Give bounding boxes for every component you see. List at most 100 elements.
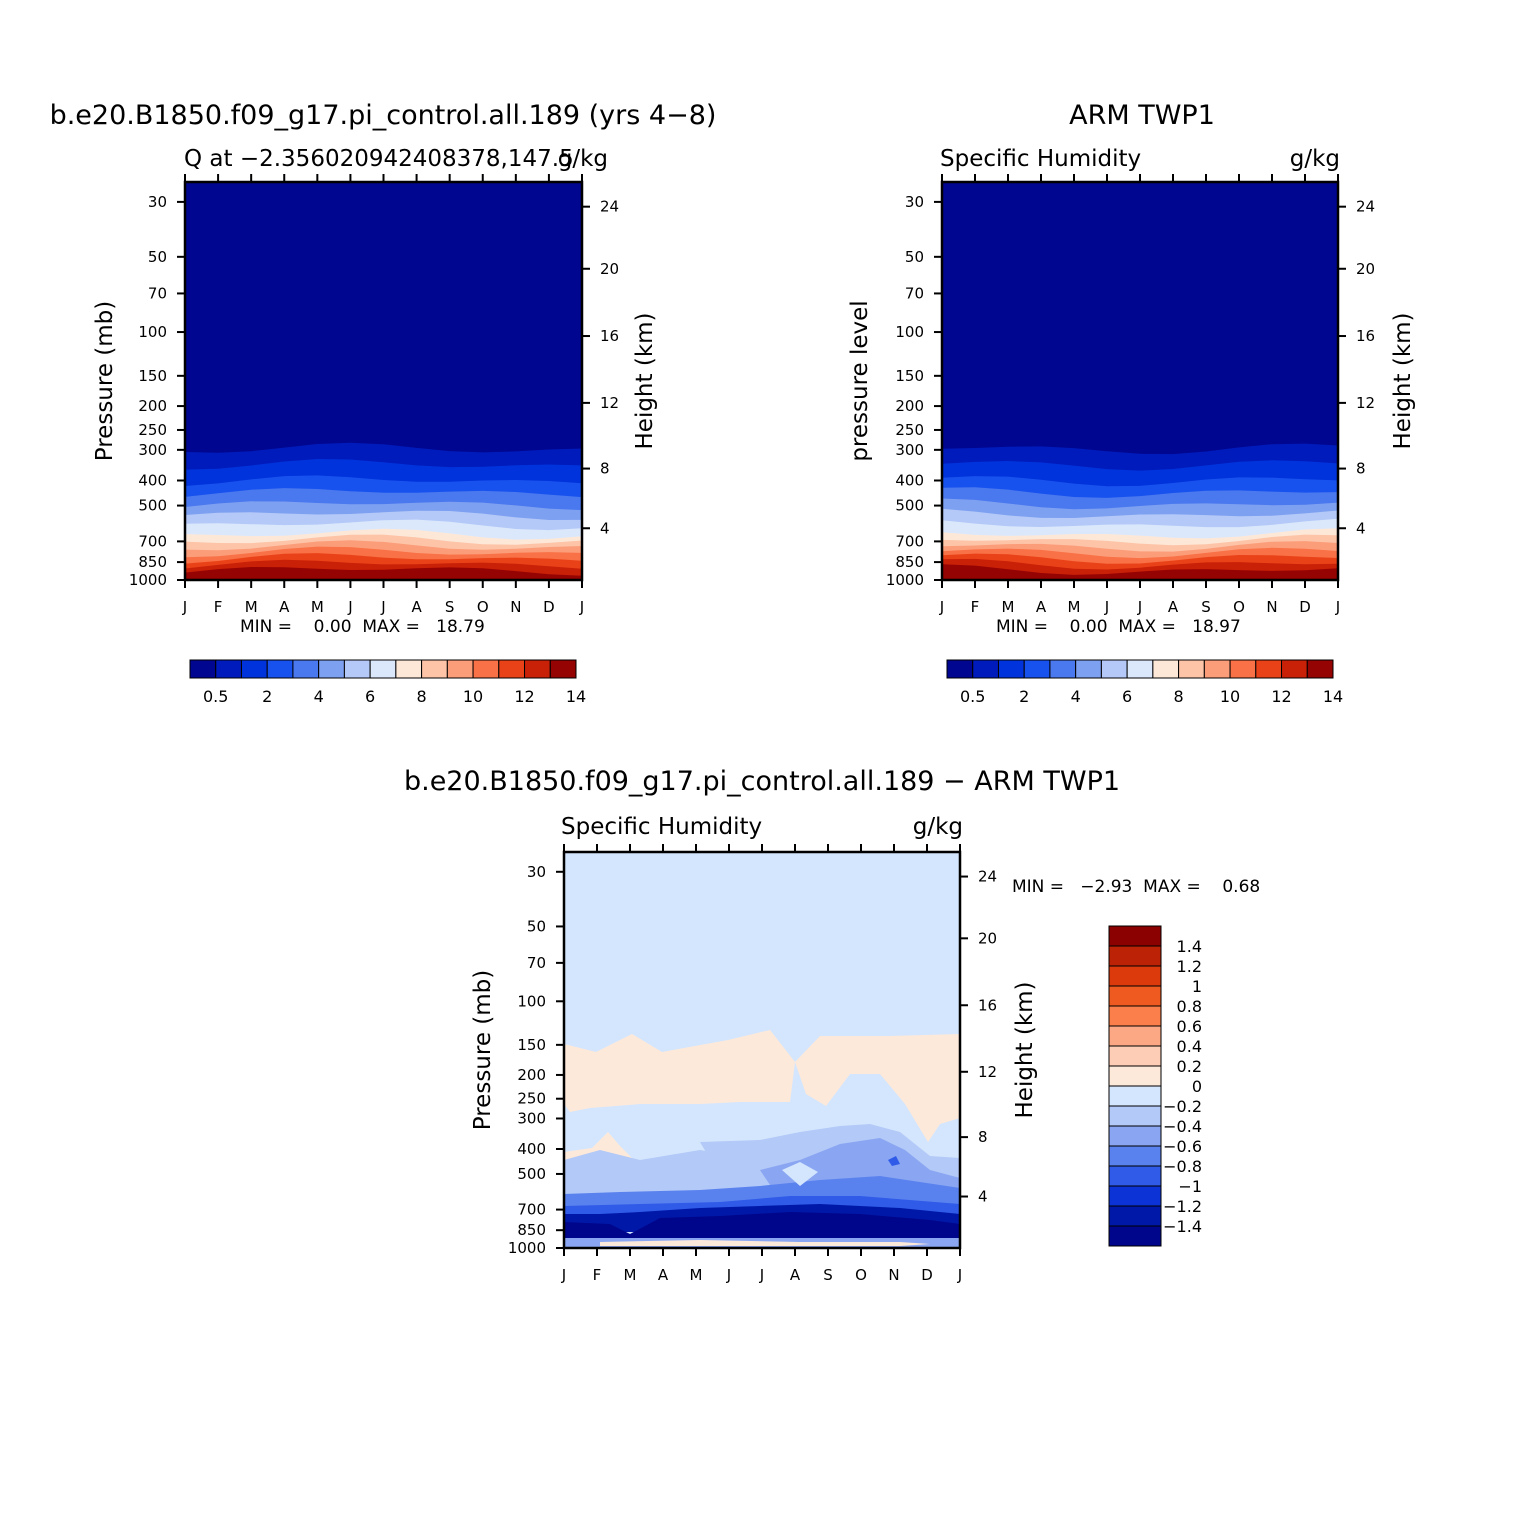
y-tick-label: 1000 [886,571,924,589]
colorbar-label: −0.4 [1163,1117,1202,1136]
x-tick-label: D [1299,598,1311,616]
panel-2-axes: J F M A M J J A S O N D J 30 50 70 100 150 200 250 300 400 500… [886,174,1375,616]
y-tick-label: 700 [895,532,924,550]
panel-3-colorbar: 1.41.210.80.60.40.20−0.2−0.4−0.6−0.8−1−1… [1108,925,1202,1247]
y-tick-label: 700 [517,1201,546,1219]
colorbar-box [1108,1105,1162,1127]
colorbar-box [1108,1125,1162,1147]
panel-3-subtitle-right: g/kg [913,814,963,840]
x-tick-label: D [921,1266,933,1284]
colorbar-label: 14 [566,687,586,706]
panel-1-ylabel: Pressure (mb) [92,301,118,461]
x-tick-label: S [1201,598,1211,616]
colorbar-label: −0.6 [1163,1137,1202,1156]
colorbar-label: −1 [1178,1177,1202,1196]
colorbar-label: 2 [262,687,272,706]
humidity-band [942,564,1338,580]
y-right-tick-label: 20 [1356,260,1375,278]
colorbar-label: 0.5 [203,687,228,706]
colorbar-label: 0.5 [960,687,985,706]
colorbar-box [189,659,217,679]
panel-2-subtitle-right: g/kg [1290,146,1340,172]
x-tick-label: A [279,598,290,616]
colorbar-box [1108,1225,1162,1247]
colorbar-box [1306,659,1334,679]
colorbar-label: 4 [1071,687,1081,706]
y-right-tick-label: 24 [600,198,619,216]
colorbar-box [318,659,345,679]
panel-3-ylabel-right: Height (km) [1012,981,1038,1118]
y-right-tick-label: 16 [978,996,997,1014]
y-tick-label: 300 [895,441,924,459]
x-tick-label: N [510,598,521,616]
y-tick-label: 500 [138,497,167,515]
y-tick-label: 400 [517,1140,546,1158]
y-tick-label: 70 [527,954,546,972]
colorbar-box [1281,659,1308,679]
x-tick-label: J [957,1266,962,1284]
y-tick-label: 50 [148,248,167,266]
y-right-tick-label: 24 [978,868,997,886]
y-right-tick-label: 8 [600,460,610,478]
x-tick-label: M [690,1266,703,1284]
colorbar-box [1108,1205,1162,1227]
colorbar-box [1152,659,1180,679]
y-tick-label: 850 [517,1221,546,1239]
x-tick-label: J [1137,598,1142,616]
colorbar-box [1255,659,1283,679]
x-tick-label: J [579,598,584,616]
panel-1-plot [183,180,584,582]
x-tick-label: N [888,1266,899,1284]
colorbar-label: 0.4 [1177,1037,1202,1056]
colorbar-box [1108,965,1162,987]
colorbar-box [266,659,294,679]
panel-1-subtitle-right: g/kg [558,146,608,172]
y-tick-label: 500 [517,1165,546,1183]
y-right-tick-label: 12 [978,1063,997,1081]
colorbar-box [215,659,242,679]
x-tick-label: J [1104,598,1109,616]
y-tick-label: 250 [895,421,924,439]
y-right-tick-label: 16 [600,327,619,345]
colorbar-box [549,659,577,679]
colorbar-box [395,659,423,679]
panel-2-colorbar: 0.5 2 4 6 8 10 12 14 [946,659,1343,706]
y-tick-label: 1000 [129,571,167,589]
colorbar-label: 12 [1271,687,1291,706]
colorbar-label: 0.8 [1177,997,1202,1016]
colorbar-box [1126,659,1154,679]
y-right-tick-label: 4 [978,1188,988,1206]
panel-1-colorbar: 0.5 2 4 6 8 10 12 14 [189,659,586,706]
colorbar-box [1108,1025,1162,1047]
x-tick-label: M [624,1266,637,1284]
y-tick-label: 70 [905,284,924,302]
panel-1-title: b.e20.B1850.f09_g17.pi_control.all.189 (… [50,100,717,131]
colorbar-label: −0.2 [1163,1097,1202,1116]
colorbar-box [343,659,371,679]
panel-model: b.e20.B1850.f09_g17.pi_control.all.189 (… [50,100,717,706]
x-tick-label: S [823,1266,833,1284]
x-tick-label: A [1168,598,1179,616]
y-tick-label: 50 [527,917,546,935]
panel-3-stats: MIN = −2.93 MAX = 0.68 [1012,877,1260,897]
y-right-tick-label: 8 [978,1128,988,1146]
light-blob-1 [782,1162,818,1186]
upper-positive-layer [564,1030,960,1142]
x-tick-label: A [658,1266,669,1284]
colorbar-label: 10 [463,687,483,706]
colorbar-label: 0.6 [1177,1017,1202,1036]
colorbar-box [1108,945,1162,967]
colorbar-box [1023,659,1051,679]
y-tick-label: 200 [517,1066,546,1084]
colorbar-box [292,659,320,679]
panel-2-contours [942,443,1338,580]
x-tick-label: F [971,598,980,616]
x-tick-label: S [445,598,455,616]
panel-3-plot [562,850,962,1250]
colorbar-label: 6 [1122,687,1132,706]
y-tick-label: 30 [148,193,167,211]
y-tick-label: 1000 [508,1239,546,1257]
colorbar-box [1178,659,1205,679]
x-tick-label: M [311,598,324,616]
